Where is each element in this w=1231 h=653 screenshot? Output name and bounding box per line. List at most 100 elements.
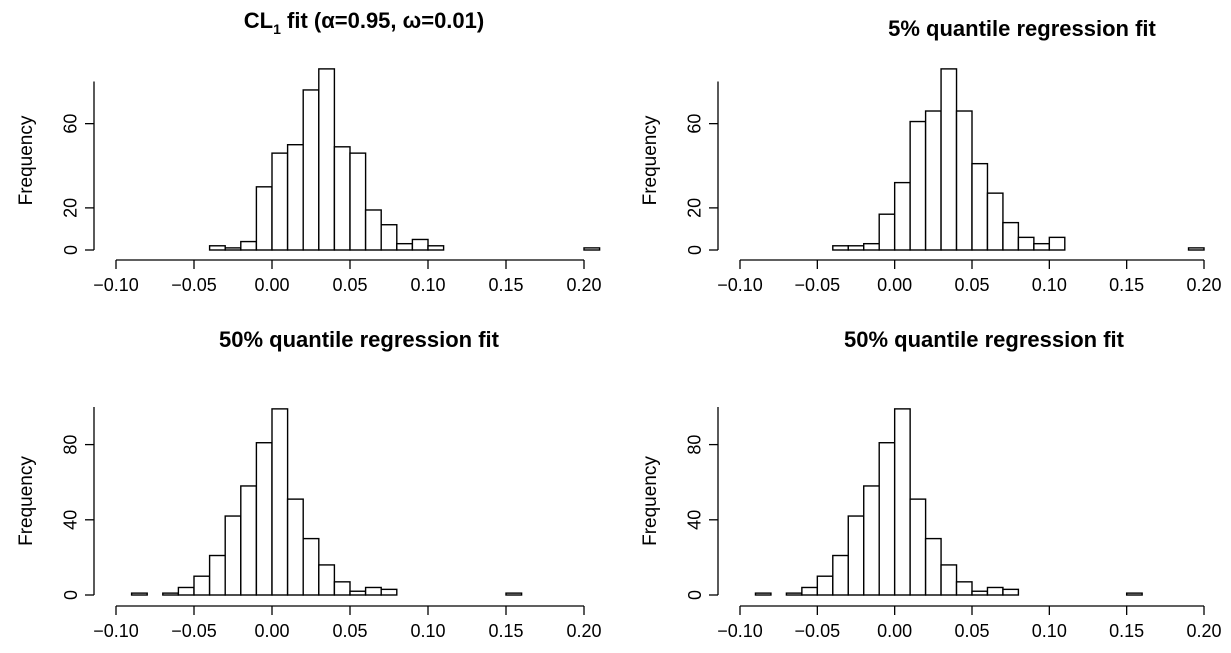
histogram-bar <box>816 575 834 596</box>
histogram-bar <box>240 485 258 596</box>
chart-title: 5% quantile regression fit <box>888 16 1156 41</box>
x-tick-label: −0.05 <box>171 275 217 295</box>
histogram-bar <box>302 89 320 251</box>
histogram-bar <box>924 537 942 596</box>
histogram-bar <box>785 592 803 596</box>
histogram-bar <box>349 590 367 596</box>
histogram-bar <box>505 592 523 596</box>
x-tick-label: 0.05 <box>954 621 989 641</box>
x-tick-label: 0.00 <box>254 621 289 641</box>
histogram-bar <box>1033 242 1051 251</box>
histogram-bar <box>878 213 896 251</box>
y-tick-label: 0 <box>61 590 81 600</box>
histogram-bar <box>893 408 911 596</box>
chart-title-main: CL <box>244 8 273 33</box>
x-tick-label: −0.10 <box>717 275 763 295</box>
x-tick-label: 0.10 <box>410 275 445 295</box>
chart-title: 50% quantile regression fit <box>219 327 500 352</box>
chart-title-main: 50% quantile regression fit <box>844 327 1125 352</box>
y-axis-label: Frequency <box>640 456 661 546</box>
histogram-bar <box>380 588 398 596</box>
y-tick-label: 80 <box>61 435 81 455</box>
x-tick-label: −0.10 <box>93 275 139 295</box>
histogram-bar <box>364 586 382 596</box>
x-tick-label: 0.05 <box>332 275 367 295</box>
histogram-bar <box>286 144 304 251</box>
histogram-bar <box>333 581 351 596</box>
histogram-bar <box>955 110 973 251</box>
histogram-bar <box>271 408 289 596</box>
histogram-bar <box>847 245 865 251</box>
x-tick-label: 0.00 <box>254 275 289 295</box>
histogram-bar <box>986 586 1004 596</box>
y-axis-label: Frequency <box>16 456 37 546</box>
chart-title-rest: fit (α=0.95, ω=0.01) <box>281 8 484 33</box>
x-tick-label: 0.00 <box>877 275 912 295</box>
histogram-bar <box>1002 221 1020 251</box>
y-tick-label: 20 <box>61 198 81 218</box>
histogram-bar <box>863 485 880 596</box>
histogram-bar <box>832 245 849 251</box>
histogram-bar <box>224 515 242 596</box>
histogram-bar <box>255 442 273 596</box>
histogram-bar <box>583 247 601 251</box>
histogram-panel-3: 50% quantile regression fit −0.10 −0.05 0.0… <box>16 327 602 641</box>
histogram-bar <box>924 110 942 251</box>
histogram-bar <box>302 537 320 596</box>
histogram-bar <box>1125 592 1143 596</box>
x-tick-label: 0.20 <box>1186 621 1221 641</box>
histogram-bar <box>162 592 180 596</box>
y-tick-label: 40 <box>61 510 81 530</box>
x-tick-label: 0.00 <box>877 621 912 641</box>
y-tick-label: 60 <box>685 114 705 134</box>
histogram-bar <box>940 68 958 251</box>
histogram-bar <box>318 68 336 251</box>
histogram-bar <box>909 498 927 596</box>
histogram-bar <box>971 590 989 596</box>
histogram-bar <box>1017 236 1035 251</box>
histogram-bar <box>318 564 336 596</box>
y-axis-label: Frequency <box>16 115 37 205</box>
y-tick-label: 0 <box>61 245 81 255</box>
x-tick-label: 0.10 <box>410 621 445 641</box>
histogram-bar <box>271 152 289 251</box>
histogram-bar <box>349 152 367 251</box>
x-tick-label: 0.15 <box>488 621 523 641</box>
histogram-bar <box>986 192 1004 251</box>
histogram-bar <box>909 120 927 251</box>
histogram-bar <box>224 247 242 251</box>
y-axis-label: Frequency <box>640 115 661 205</box>
histogram-panel-4: 50% quantile regression fit −0.10 −0.05 0.0… <box>640 327 1222 641</box>
x-tick-label: −0.05 <box>795 275 841 295</box>
histogram-bar <box>333 146 351 251</box>
histogram-bar <box>754 592 772 596</box>
x-tick-label: 0.20 <box>1186 275 1221 295</box>
histogram-bar <box>940 564 958 596</box>
histogram-bar <box>971 162 989 251</box>
y-tick-label: 60 <box>61 114 81 134</box>
chart-title-subscript: 1 <box>273 21 281 37</box>
histogram-bar <box>427 245 445 251</box>
histogram-bar <box>878 442 896 596</box>
histogram-bar <box>1048 236 1066 251</box>
chart-title-main: 5% quantile regression fit <box>888 16 1156 41</box>
histogram-bar <box>396 242 414 251</box>
x-tick-label: 0.05 <box>954 275 989 295</box>
x-tick-label: 0.20 <box>566 275 601 295</box>
histogram-bar <box>208 245 226 251</box>
x-tick-label: 0.15 <box>1109 621 1144 641</box>
x-tick-label: −0.05 <box>171 621 217 641</box>
histogram-bar <box>130 592 148 596</box>
histogram-bar <box>847 515 865 596</box>
histogram-bar <box>380 224 398 251</box>
histogram-bar <box>801 586 819 596</box>
histogram-bar <box>208 554 226 596</box>
histogram-bar <box>255 186 273 251</box>
histogram-bar <box>863 242 880 251</box>
x-tick-label: 0.10 <box>1032 275 1067 295</box>
histogram-bar <box>1002 588 1020 596</box>
histogram-bar <box>193 575 211 596</box>
chart-title: 50% quantile regression fit <box>844 327 1125 352</box>
histogram-panel-2: 5% quantile regression fit −0.10 −0.05 0.00… <box>640 16 1222 295</box>
